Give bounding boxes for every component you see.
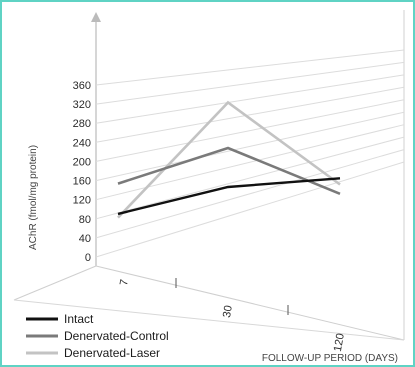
y-tick-label: 280: [73, 118, 91, 130]
grid-line: [95, 49, 405, 86]
series-line: [117, 100, 341, 219]
grid-line: [95, 136, 405, 220]
grid-line: [95, 124, 405, 201]
legend-label: Denervated-Laser: [64, 346, 160, 360]
x-tick-marks: [175, 278, 289, 315]
series-line: [117, 146, 341, 196]
series-lines: [117, 100, 341, 219]
y-tick-label: 80: [79, 214, 91, 226]
y-axis-arrow-icon: [91, 12, 101, 22]
y-axis-label: AChR (fmol/mg protein): [28, 145, 39, 250]
series-line: [117, 177, 341, 216]
legend: Intact Denervated-Control Denervated-Laser: [26, 312, 169, 360]
x-tick-labels: 7 30 120: [118, 278, 347, 352]
grid-line: [95, 111, 405, 182]
grid-line: [95, 61, 405, 105]
floor-front-edge: [13, 265, 97, 301]
grid-line: [95, 86, 405, 143]
y-tick-label: 0: [85, 252, 91, 264]
y-tick-label: 320: [73, 99, 91, 111]
y-tick-label: 40: [79, 233, 91, 245]
y-tick-label: 120: [73, 195, 91, 207]
grid-line: [95, 149, 405, 239]
x-tick-label: 30: [221, 304, 235, 318]
x-depth-line: [13, 299, 405, 341]
grid-line: [95, 74, 405, 124]
y-tick-labels: 0 40 80 120 160 200 240 280 320 360: [73, 80, 91, 264]
x-axis-label: FOLLOW-UP PERIOD (DAYS): [262, 353, 398, 364]
y-tick-label: 200: [73, 156, 91, 168]
grid-line: [95, 99, 405, 162]
legend-label: Denervated-Control: [64, 329, 169, 343]
grid-line: [95, 161, 405, 258]
x-axis-line: [95, 265, 405, 341]
legend-label: Intact: [64, 312, 94, 326]
x-tick-label: 7: [118, 278, 131, 286]
y-tick-label: 360: [73, 80, 91, 92]
y-tick-label: 160: [73, 176, 91, 188]
x-tick-label: 120: [332, 332, 347, 352]
grid-lines: [95, 49, 405, 258]
y-tick-label: 240: [73, 137, 91, 149]
